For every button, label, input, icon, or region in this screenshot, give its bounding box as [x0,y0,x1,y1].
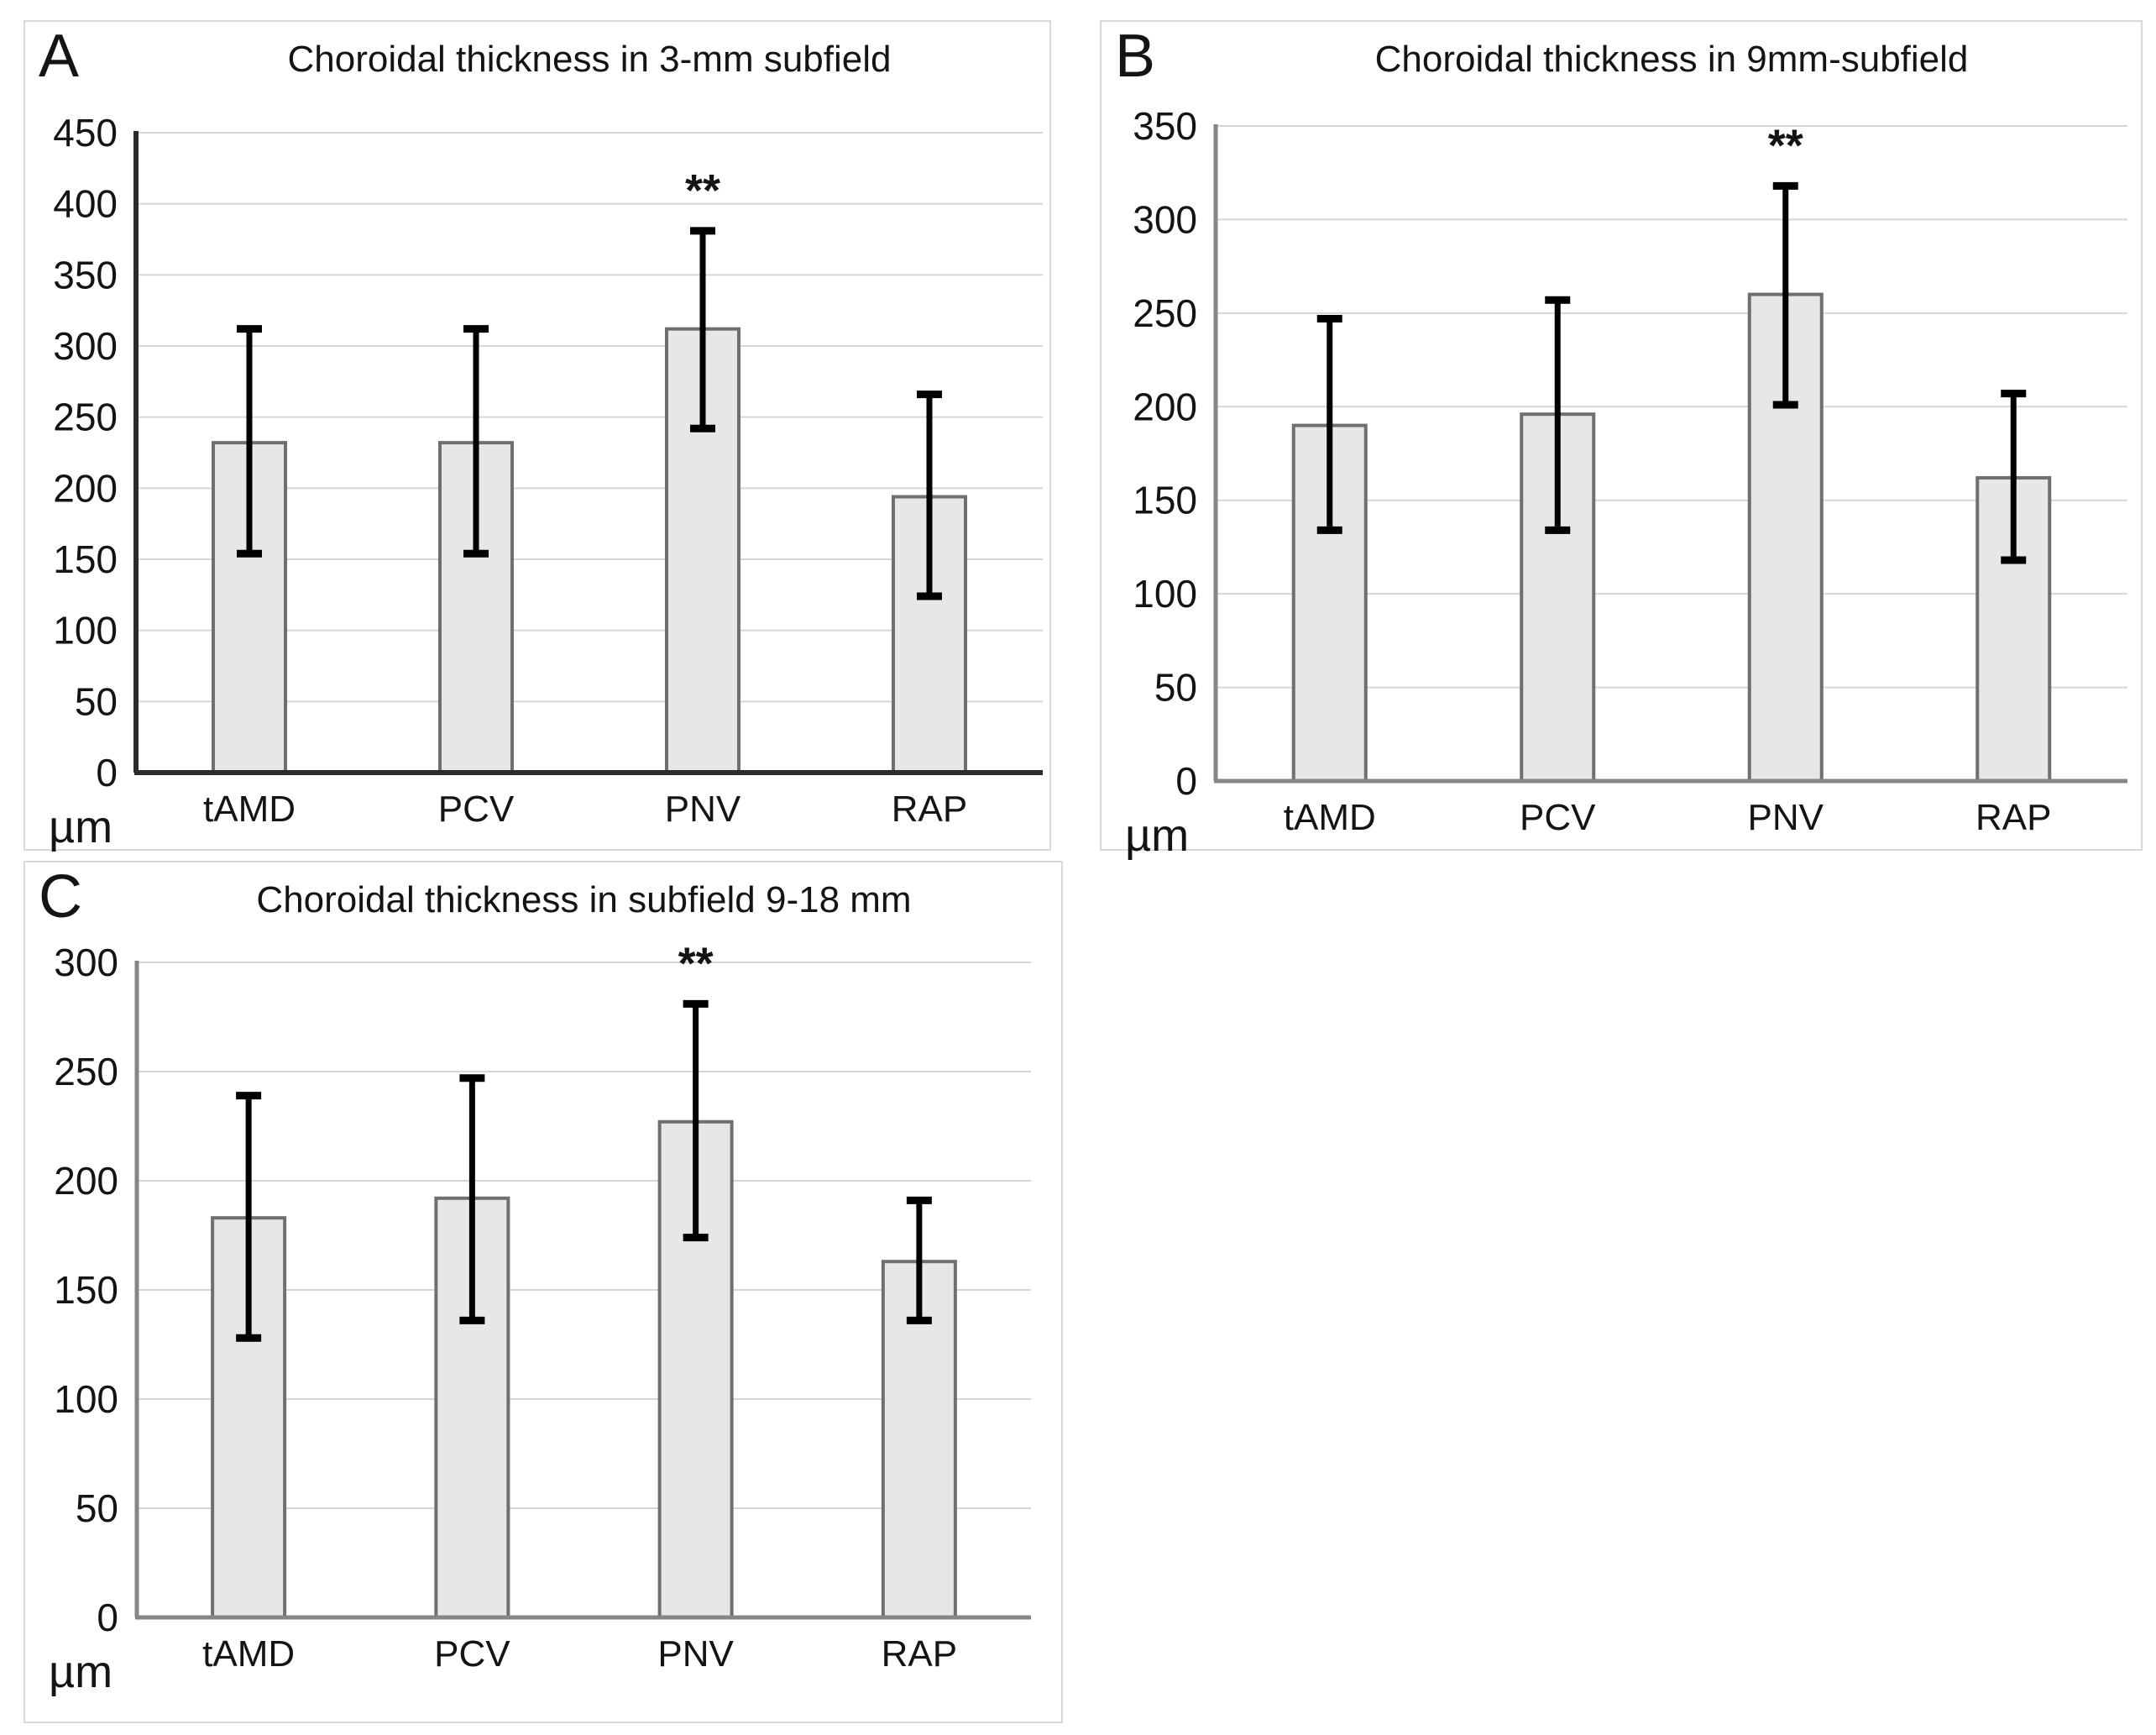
error-bars [237,227,942,600]
y-tick-label: 200 [53,466,118,510]
panel-c: C Choroidal thickness in subfield 9-18 m… [24,861,1063,1723]
y-tick-label: 250 [53,396,118,439]
y-tick-label: 300 [54,941,118,984]
y-tick-label: 400 [53,182,118,226]
y-tick-label: 300 [1133,197,1197,241]
x-tick-label-tamd: tAMD [203,789,296,830]
x-tick-label-tamd: tAMD [1284,797,1376,838]
x-tick-label-pcv: PCV [438,789,515,830]
y-tick-label: 300 [53,324,118,368]
y-tick-label: 200 [54,1159,118,1203]
y-tick-label: 50 [76,1486,118,1530]
bars [1291,292,2052,784]
bar-chart-a: 0 50 100 150 200 250 300 350 400 450 tAMD PCV PNV RAP… [53,111,1043,830]
y-tick-label: 450 [53,111,118,155]
panel-b: B Choroidal thickness in 9mm-subfield 0 5… [1100,20,2143,861]
x-tick-label-pcv: PCV [1520,797,1596,838]
panel-letter-c: C [39,863,82,930]
y-tick-label: 350 [1133,104,1197,148]
y-tick-labels: 0 50 100 150 200 250 300 350 [1133,104,1197,803]
y-tick-label: 0 [97,1596,118,1639]
panel-a: A Choroidal thickness in 3-mm subfield 0… [24,20,1051,852]
y-unit-label-c: µm [49,1647,113,1697]
y-tick-label: 0 [96,751,118,794]
x-tick-label-tamd: tAMD [202,1633,295,1675]
y-tick-label: 150 [1133,479,1197,522]
gridlines [1216,125,2127,689]
chart-title-b: Choroidal thickness in 9mm-subfield [1374,39,1969,80]
y-unit-label-b: µm [1125,810,1190,861]
x-tick-labels: tAMD PCV PNV RAP [202,1633,957,1675]
chart-title-c: Choroidal thickness in subfield 9-18 mm [256,879,912,920]
y-tick-label: 350 [53,253,118,296]
y-tick-label: 150 [53,537,118,581]
bar-chart-c: 0 50 100 150 200 250 300 tAMD PCV PNV RAP ** [54,938,1031,1675]
y-tick-label: 50 [75,679,118,723]
x-tick-label-pnv: PNV [665,789,741,830]
chart-title-a: Choroidal thickness in 3-mm subfield [287,39,892,80]
y-tick-label: 200 [1133,385,1197,428]
x-tick-label-rap: RAP [892,789,967,830]
y-tick-label: 100 [1133,572,1197,616]
y-tick-label: 250 [54,1050,118,1093]
y-tick-label: 100 [54,1377,118,1421]
gridlines [136,132,1043,703]
significance-marker: ** [685,165,720,216]
y-tick-label: 250 [1133,291,1197,335]
error-bars [1316,181,2027,564]
x-tick-label-pnv: PNV [657,1633,734,1675]
error-bars [236,999,932,1342]
y-tick-label: 150 [54,1268,118,1312]
y-tick-label: 0 [1175,759,1197,803]
bars [211,1119,957,1619]
significance-marker: ** [678,938,714,988]
x-tick-label-rap: RAP [882,1633,957,1675]
y-tick-labels: 0 50 100 150 200 250 300 350 400 450 [53,111,118,794]
x-tick-label-rap: RAP [1975,797,2051,838]
bars [212,327,967,774]
x-tick-label-pcv: PCV [434,1633,510,1675]
x-tick-label-pnv: PNV [1748,797,1824,838]
panel-letter-a: A [39,23,80,90]
panel-letter-b: B [1115,23,1156,90]
y-tick-label: 100 [53,609,118,653]
y-tick-labels: 0 50 100 150 200 250 300 [54,941,118,1639]
significance-marker: ** [1768,120,1803,170]
x-tick-labels: tAMD PCV PNV RAP [1284,797,2052,838]
y-unit-label-a: µm [49,802,113,852]
x-tick-labels: tAMD PCV PNV RAP [203,789,967,830]
bar-chart-b: 0 50 100 150 200 250 300 350 tAMD PCV PNV RAP ** [1133,104,2127,838]
y-tick-label: 50 [1154,666,1197,710]
